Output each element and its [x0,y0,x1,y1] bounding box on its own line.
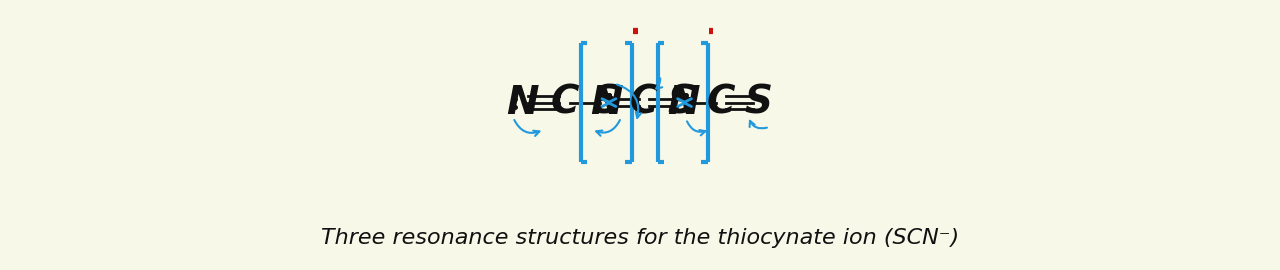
Text: N: N [667,84,699,122]
Text: C: C [630,84,658,122]
Text: S: S [745,84,773,122]
Text: S: S [593,84,621,122]
Text: Three resonance structures for the thiocynate ion (SCN⁻): Three resonance structures for the thioc… [321,228,959,248]
Text: S: S [668,84,696,122]
Text: C: C [707,84,735,122]
Text: N: N [507,84,539,122]
Text: C: C [550,84,579,122]
Text: N: N [590,84,622,122]
